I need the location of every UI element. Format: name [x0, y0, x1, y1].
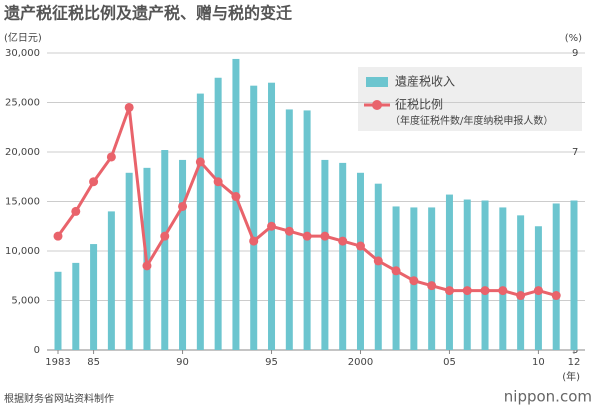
- y2-tick-label: 7: [572, 147, 578, 158]
- legend-swatch: [366, 77, 388, 87]
- y-tick-label: 0: [34, 345, 40, 356]
- bar: [161, 150, 169, 350]
- point: [231, 192, 241, 202]
- point: [142, 261, 152, 271]
- bar: [107, 211, 115, 350]
- point: [355, 241, 365, 251]
- point: [551, 291, 561, 301]
- point: [427, 281, 437, 291]
- point: [213, 177, 223, 187]
- point: [195, 157, 205, 167]
- source: 根据财务省网站资料制作: [4, 392, 114, 405]
- x-tick-label: 05: [443, 357, 456, 368]
- bar: [250, 85, 258, 351]
- bar: [196, 93, 204, 350]
- x-tick-label: 95: [265, 357, 278, 368]
- bar: [179, 159, 187, 350]
- point: [498, 286, 508, 296]
- bar: [517, 215, 525, 350]
- point: [124, 102, 134, 112]
- point: [53, 231, 63, 241]
- chart-title: 遗产税征税比例及遗产税、赠与税的变迁: [3, 4, 292, 23]
- point: [302, 231, 312, 241]
- point: [444, 286, 454, 296]
- point: [320, 231, 330, 241]
- point: [89, 177, 99, 187]
- bar: [552, 203, 560, 350]
- legend-label: 遺産税收入: [395, 74, 455, 89]
- bar: [339, 162, 347, 350]
- bar: [428, 207, 436, 350]
- point: [284, 226, 294, 236]
- x-axis-label: (年): [562, 370, 580, 383]
- bar: [232, 58, 240, 350]
- bar: [125, 172, 133, 350]
- legend-box: [358, 67, 582, 131]
- bar: [570, 200, 578, 350]
- y2-tick-label: 9: [572, 48, 578, 59]
- point: [267, 221, 277, 231]
- point: [516, 291, 526, 301]
- point: [533, 286, 543, 296]
- point: [160, 231, 170, 241]
- y-tick-label: 5,000: [11, 296, 40, 307]
- y-tick-label: 30,000: [5, 48, 40, 59]
- bar: [392, 206, 400, 350]
- point: [178, 201, 188, 211]
- bar: [72, 262, 80, 350]
- bar: [54, 271, 62, 350]
- point: [71, 206, 81, 216]
- bar: [303, 110, 311, 350]
- x-tick-label: 10: [532, 357, 545, 368]
- x-tick-label: 12: [568, 357, 581, 368]
- y-tick-label: 15,000: [5, 197, 40, 208]
- point: [480, 286, 490, 296]
- bar: [445, 194, 453, 350]
- point: [391, 266, 401, 276]
- x-tick-label: 2000: [348, 357, 373, 368]
- x-tick-label: 1983: [45, 357, 70, 368]
- bar: [356, 172, 364, 350]
- legend-label: 征税比例: [395, 98, 443, 112]
- point: [249, 236, 259, 246]
- legend-note: （年度征税件数/年度纳税申报人数）: [390, 114, 553, 127]
- x-tick-label: 90: [176, 357, 189, 368]
- point: [462, 286, 472, 296]
- bar: [90, 244, 98, 350]
- point: [409, 276, 419, 286]
- legend-swatch: [372, 100, 382, 110]
- y-tick-label: 10,000: [5, 246, 40, 257]
- point: [338, 236, 348, 246]
- bar: [374, 183, 382, 350]
- y-tick-label: 20,000: [5, 147, 40, 158]
- point: [373, 256, 383, 266]
- y2-axis-label: (%): [565, 33, 582, 44]
- x-tick-label: 85: [87, 357, 100, 368]
- bar: [268, 82, 276, 350]
- bar: [214, 77, 222, 350]
- bar: [499, 207, 507, 350]
- y-tick-label: 25,000: [5, 98, 40, 109]
- bar: [463, 199, 471, 350]
- bar: [481, 200, 489, 350]
- y-axis-label: (亿日元): [4, 31, 42, 44]
- logo: nippon.com: [504, 388, 592, 406]
- bar: [321, 159, 329, 350]
- point: [106, 152, 116, 162]
